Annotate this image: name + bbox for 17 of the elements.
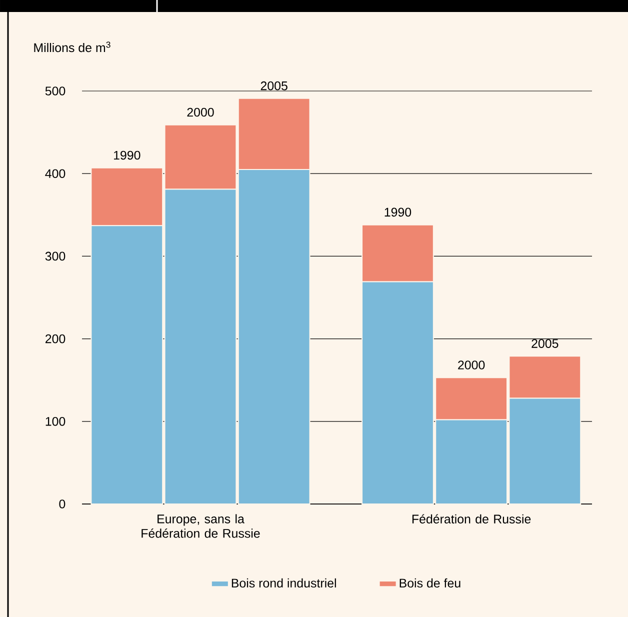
x-tick-label: 2005 bbox=[532, 339, 558, 348]
y-tick-label: 200 bbox=[46, 334, 66, 344]
y-tick-label: 400 bbox=[45, 169, 66, 178]
y-tick-label: 300 bbox=[45, 252, 66, 261]
y-axis-title: Millions de m$^{3}$ bbox=[34, 42, 110, 52]
x-tick-label: 2000 bbox=[187, 108, 214, 117]
y-tick-label: 500 bbox=[45, 86, 66, 96]
x-tick-label: 1990 bbox=[384, 208, 412, 217]
x-tick-label: 1990 bbox=[114, 150, 140, 160]
x-tick-label: 2005 bbox=[260, 81, 288, 90]
y-tick-label: 100 bbox=[46, 417, 66, 426]
text: Fédération de Russie bbox=[412, 514, 531, 524]
x-tick-label: 2000 bbox=[458, 360, 485, 370]
legend-label: Bois de feu bbox=[400, 578, 460, 588]
text: Europe, sans la Fédération de Russie bbox=[142, 514, 260, 538]
legend-label: Bois rond industriel bbox=[232, 578, 336, 588]
y-tick-label: 0 bbox=[59, 500, 66, 508]
